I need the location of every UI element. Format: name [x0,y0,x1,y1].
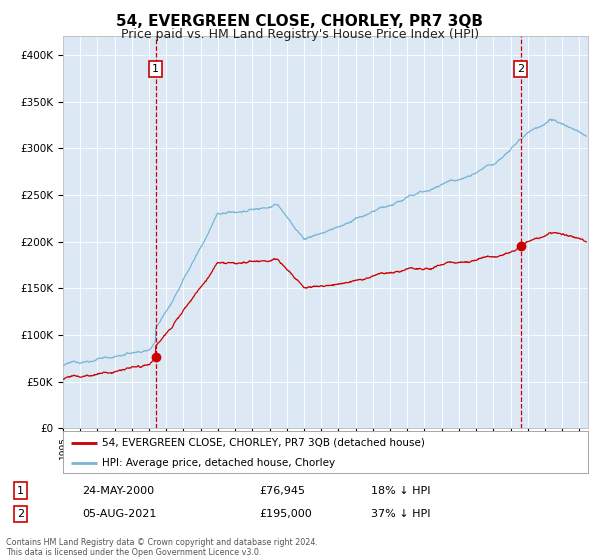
Text: HPI: Average price, detached house, Chorley: HPI: Average price, detached house, Chor… [103,458,335,468]
Text: 2: 2 [17,509,24,519]
Text: 54, EVERGREEN CLOSE, CHORLEY, PR7 3QB (detached house): 54, EVERGREEN CLOSE, CHORLEY, PR7 3QB (d… [103,438,425,448]
Text: £76,945: £76,945 [259,486,305,496]
Text: £195,000: £195,000 [259,509,311,519]
Text: 1: 1 [152,64,159,74]
Text: Contains HM Land Registry data © Crown copyright and database right 2024.
This d: Contains HM Land Registry data © Crown c… [6,538,318,557]
Text: 1: 1 [17,486,24,496]
Text: 54, EVERGREEN CLOSE, CHORLEY, PR7 3QB: 54, EVERGREEN CLOSE, CHORLEY, PR7 3QB [116,14,484,29]
Text: 37% ↓ HPI: 37% ↓ HPI [371,509,430,519]
Text: Price paid vs. HM Land Registry's House Price Index (HPI): Price paid vs. HM Land Registry's House … [121,28,479,41]
Text: 24-MAY-2000: 24-MAY-2000 [82,486,155,496]
Text: 18% ↓ HPI: 18% ↓ HPI [371,486,430,496]
Text: 2: 2 [517,64,524,74]
Text: 05-AUG-2021: 05-AUG-2021 [82,509,157,519]
